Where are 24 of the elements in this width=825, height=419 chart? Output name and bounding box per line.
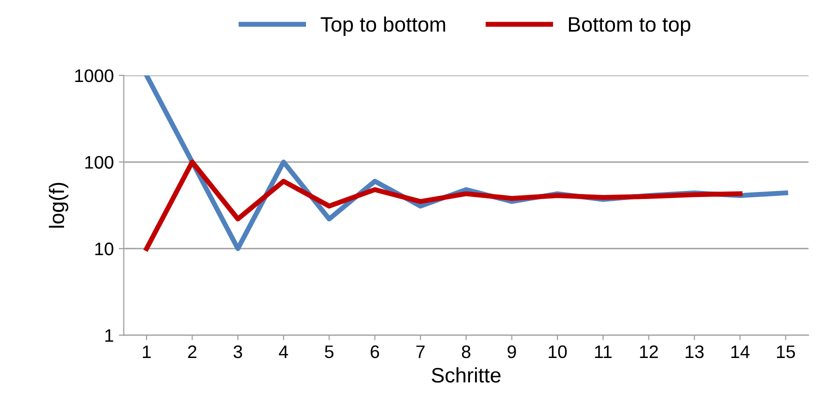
x-tick-label: 15 (777, 346, 795, 358)
y-tick-label: 10 (95, 242, 114, 256)
x-tick-label: 2 (188, 345, 196, 358)
x-tick-label: 14 (731, 346, 750, 358)
x-tick-label: 11 (595, 346, 612, 358)
x-tick-label: 12 (640, 345, 658, 358)
x-tick-label: 13 (686, 345, 704, 358)
y-tick-label: 100 (85, 156, 114, 169)
x-tick-label: 3 (234, 345, 242, 358)
x-tick-label: 5 (324, 346, 334, 358)
legend-label: Top to bottom (320, 16, 446, 36)
x-axis-title: Schritte (432, 367, 501, 383)
x-tick-label: 6 (370, 345, 380, 358)
x-tick-label: 8 (462, 345, 470, 358)
x-tick-label: 9 (508, 345, 516, 358)
y-tick-label: 1000 (75, 69, 114, 82)
x-tick-label: 10 (548, 345, 567, 358)
y-axis-title: log(f) (48, 182, 68, 228)
x-tick-label: 1 (142, 346, 151, 358)
x-tick-label: 4 (278, 346, 288, 358)
legend-label: Bottom to top (568, 17, 690, 36)
line-series (144, 160, 742, 252)
x-tick-label: 7 (416, 346, 425, 358)
y-tick-label: 1 (105, 329, 114, 342)
